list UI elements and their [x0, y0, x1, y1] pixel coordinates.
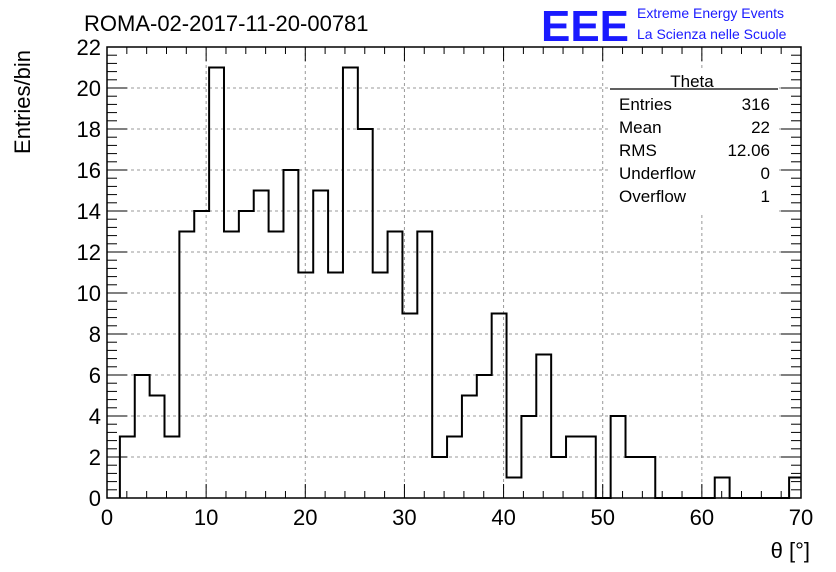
- x-tick-label: 30: [392, 505, 416, 530]
- y-tick-label: 10: [77, 281, 101, 306]
- y-tick-label: 12: [77, 240, 101, 265]
- stats-label: Entries: [619, 95, 672, 114]
- x-tick-label: 20: [293, 505, 317, 530]
- y-tick-label: 2: [89, 445, 101, 470]
- x-tick-label: 70: [789, 505, 813, 530]
- logo-line-1: Extreme Energy Events: [637, 5, 784, 21]
- y-tick-label: 16: [77, 158, 101, 183]
- y-tick-label: 18: [77, 117, 101, 142]
- stats-title: Theta: [670, 72, 714, 91]
- y-tick-label: 20: [77, 76, 101, 101]
- x-tick-label: 0: [101, 505, 113, 530]
- y-tick-label: 4: [89, 404, 101, 429]
- stats-value: 12.06: [727, 141, 770, 160]
- plot-frame: [106, 46, 802, 499]
- y-tick-label: 8: [89, 322, 101, 347]
- eee-logo: EEE Extreme Energy Events La Scienza nel…: [541, 2, 787, 51]
- stats-value: 0: [761, 164, 770, 183]
- x-tick-label: 10: [194, 505, 218, 530]
- y-tick-label: 22: [77, 35, 101, 60]
- x-tick-label: 40: [491, 505, 515, 530]
- logo-line-2: La Scienza nelle Scuole: [637, 26, 787, 42]
- chart-title: ROMA-02-2017-11-20-00781: [84, 11, 369, 36]
- x-tick-label: 60: [690, 505, 714, 530]
- stats-value: 22: [751, 118, 770, 137]
- stats-label: Mean: [619, 118, 662, 137]
- stats-label: Underflow: [619, 164, 696, 183]
- stats-value: 316: [742, 95, 770, 114]
- histogram-line: [118, 66, 801, 499]
- eee-logo-text: EEE: [541, 2, 629, 51]
- stats-label: Overflow: [619, 187, 687, 206]
- y-tick-label: 14: [77, 199, 101, 224]
- x-axis-label: θ [°]: [771, 538, 810, 563]
- x-tick-label: 50: [590, 505, 614, 530]
- stats-box: Theta Entries 316 Mean 22 RMS 12.06 Underflow 0…: [610, 70, 778, 212]
- stats-value: 1: [761, 187, 770, 206]
- stats-label: RMS: [619, 141, 657, 160]
- y-axis-label: Entries/bin: [10, 50, 35, 154]
- y-tick-label: 0: [89, 486, 101, 511]
- y-tick-label: 6: [89, 363, 101, 388]
- axis-ticks: [106, 46, 802, 499]
